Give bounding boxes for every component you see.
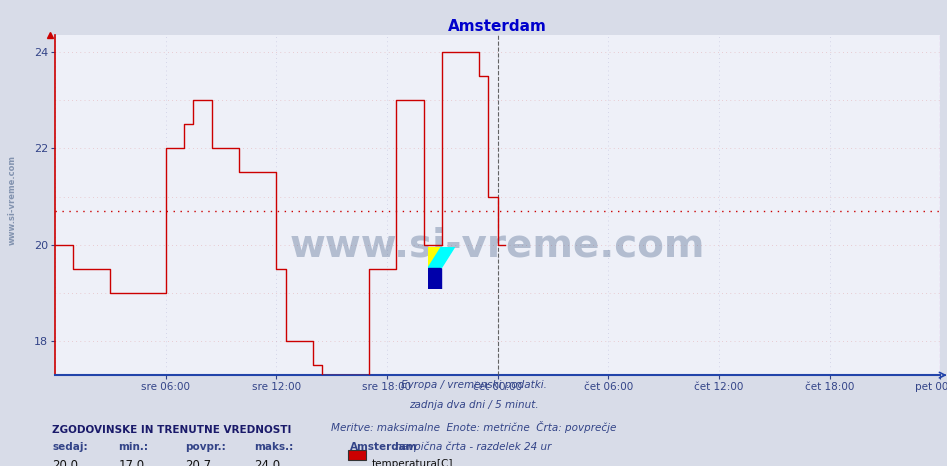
Polygon shape <box>428 247 441 268</box>
Text: sedaj:: sedaj: <box>52 442 88 452</box>
Polygon shape <box>441 247 455 268</box>
Text: navpična črta - razdelek 24 ur: navpična črta - razdelek 24 ur <box>395 441 552 452</box>
Text: Meritve: maksimalne  Enote: metrične  Črta: povprečje: Meritve: maksimalne Enote: metrične Črta… <box>331 421 616 433</box>
Polygon shape <box>428 268 441 289</box>
Text: zadnja dva dni / 5 minut.: zadnja dva dni / 5 minut. <box>409 400 538 410</box>
Text: Amsterdam: Amsterdam <box>350 442 419 452</box>
Text: www.si-vreme.com: www.si-vreme.com <box>290 227 706 265</box>
Text: 24,0: 24,0 <box>254 459 280 466</box>
Text: temperatura[C]: temperatura[C] <box>371 459 453 466</box>
Text: www.si-vreme.com: www.si-vreme.com <box>8 155 17 246</box>
Text: maks.:: maks.: <box>254 442 293 452</box>
Text: 20,0: 20,0 <box>52 459 78 466</box>
Text: 17,0: 17,0 <box>118 459 145 466</box>
Text: povpr.:: povpr.: <box>185 442 225 452</box>
Title: Amsterdam: Amsterdam <box>448 19 547 34</box>
Text: Evropa / vremenski podatki.: Evropa / vremenski podatki. <box>401 380 546 390</box>
Text: min.:: min.: <box>118 442 149 452</box>
Polygon shape <box>428 247 441 268</box>
Text: 20,7: 20,7 <box>185 459 211 466</box>
Text: ZGODOVINSKE IN TRENUTNE VREDNOSTI: ZGODOVINSKE IN TRENUTNE VREDNOSTI <box>52 425 292 435</box>
